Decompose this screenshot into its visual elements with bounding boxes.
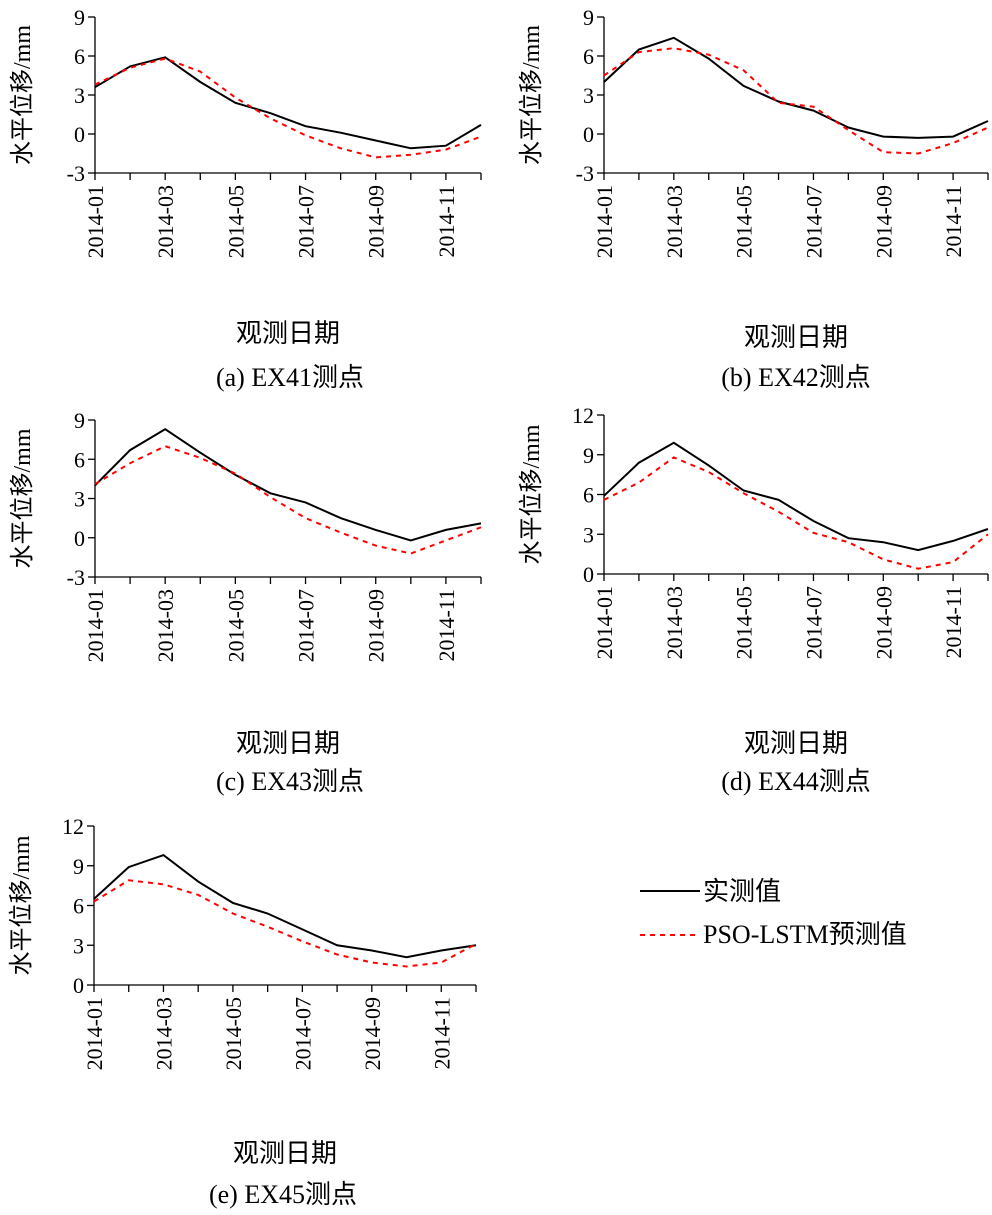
y-axis-label: 水平位移/mm	[8, 835, 35, 975]
chart-panel-c: -3 0 3 6 9 2014-01 2014-03 2014-05 2014-07 2014-0…	[9, 408, 482, 796]
x-tick-label: 2014-03	[662, 586, 687, 659]
x-tick-label: 2014-01	[82, 997, 107, 1070]
x-tick-label: 2014-05	[221, 997, 246, 1070]
y-tick-label: -3	[67, 565, 85, 590]
series-predicted-line	[94, 57, 482, 159]
x-axis-label: 观测日期	[236, 319, 340, 348]
x-tick-label: 2014-03	[662, 185, 687, 258]
series-predicted-line	[94, 445, 482, 555]
chart-panel-e: 0 3 6 9 12 2014-01 2014-03 2014-05 2014-07 2014-0…	[8, 814, 477, 1209]
x-tick-label: 2014-09	[871, 586, 896, 659]
y-tick-label: -3	[67, 161, 85, 186]
legend-predicted-label: PSO-LSTM预测值	[703, 920, 907, 949]
x-tick-label: 2014-05	[223, 589, 248, 662]
x-tick-label: 2014-11	[434, 185, 459, 258]
x-tick-label: 2014-09	[364, 589, 389, 662]
y-tick-label: -3	[576, 161, 594, 186]
series-measured-line	[94, 428, 482, 542]
x-tick-label: 2014-01	[592, 586, 617, 659]
y-tick-label: 6	[583, 483, 594, 508]
y-axis-label: 水平位移/mm	[518, 424, 545, 564]
x-axis-label: 观测日期	[236, 729, 340, 758]
x-tick-label: 2014-09	[360, 997, 385, 1070]
y-tick-label: 3	[74, 487, 85, 512]
series-predicted-line	[603, 47, 989, 155]
x-tick-label: 2014-01	[83, 589, 108, 662]
x-tick-label: 2014-01	[592, 185, 617, 258]
x-tick-label: 2014-07	[290, 997, 315, 1070]
y-tick-label: 6	[74, 447, 85, 472]
y-tick-label: 12	[572, 403, 594, 428]
x-tick-label: 2014-09	[871, 185, 896, 258]
y-tick-label: 9	[583, 443, 594, 468]
x-axis-label: 观测日期	[744, 323, 848, 352]
legend-measured-label: 实测值	[703, 877, 781, 906]
x-tick-label: 2014-11	[434, 589, 459, 662]
chart-panel-d: 0 3 6 9 12 2014-01 2014-03 2014-05 2014-07 2014-0…	[518, 403, 989, 796]
x-tick-label: 2014-07	[294, 589, 319, 662]
series-predicted-line	[93, 879, 477, 968]
y-tick-label: 9	[74, 5, 85, 30]
x-tick-label: 2014-05	[223, 185, 248, 258]
x-tick-label: 2014-09	[364, 185, 389, 258]
y-tick-label: 0	[583, 122, 594, 147]
y-tick-label: 0	[74, 526, 85, 551]
y-tick-label: 3	[583, 522, 594, 547]
y-axis-label: 水平位移/mm	[9, 25, 36, 165]
x-tick-label: 2014-03	[153, 185, 178, 258]
y-tick-label: 3	[583, 83, 594, 108]
x-tick-label: 2014-11	[429, 997, 454, 1070]
x-axis-label: 观测日期	[744, 729, 848, 758]
y-tick-label: 0	[74, 122, 85, 147]
y-axis-label: 水平位移/mm	[9, 428, 36, 568]
chart-panels: -3 0 3 6 9 2014-01 2014-03 2014-05 2014-07 2014-0…	[8, 5, 989, 1209]
y-tick-label: 3	[74, 83, 85, 108]
legend: 实测值 PSO-LSTM预测值	[640, 877, 907, 949]
y-axis-label: 水平位移/mm	[518, 25, 545, 165]
y-tick-label: 0	[583, 562, 594, 587]
x-tick-label: 2014-03	[151, 997, 176, 1070]
x-tick-label: 2014-05	[732, 586, 757, 659]
y-tick-label: 3	[73, 933, 84, 958]
panel-caption: (a) EX41测点	[216, 363, 364, 392]
y-tick-label: 6	[74, 44, 85, 69]
y-tick-label: 0	[73, 973, 84, 998]
y-tick-label: 9	[583, 5, 594, 30]
panel-caption: (e) EX45测点	[209, 1180, 357, 1209]
y-tick-label: 6	[73, 894, 84, 919]
x-tick-label: 2014-05	[732, 185, 757, 258]
x-tick-label: 2014-01	[83, 185, 108, 258]
series-measured-line	[603, 441, 989, 552]
panel-caption: (c) EX43测点	[216, 767, 364, 796]
x-tick-label: 2014-07	[294, 185, 319, 258]
x-tick-label: 2014-03	[153, 589, 178, 662]
x-tick-label: 2014-07	[801, 586, 826, 659]
x-axis-label: 观测日期	[233, 1139, 337, 1168]
series-measured-line	[93, 853, 477, 959]
panel-caption: (d) EX44测点	[721, 767, 870, 796]
series-predicted-line	[603, 456, 989, 570]
x-tick-label: 2014-07	[801, 185, 826, 258]
panel-caption: (b) EX42测点	[721, 363, 870, 392]
y-tick-label: 9	[73, 854, 84, 879]
y-tick-label: 6	[583, 44, 594, 69]
y-tick-label: 9	[74, 408, 85, 433]
y-tick-label: 12	[62, 814, 84, 839]
chart-panel-a: -3 0 3 6 9 2014-01 2014-03 2014-05 2014-07 2014-0…	[9, 5, 482, 392]
x-tick-label: 2014-11	[941, 185, 966, 258]
x-tick-label: 2014-11	[941, 586, 966, 659]
series-measured-line	[603, 36, 989, 139]
chart-panel-b: -3 0 3 6 9 2014-01 2014-03 2014-05 2014-07 2014-0…	[518, 5, 989, 392]
series-measured-line	[94, 56, 482, 150]
